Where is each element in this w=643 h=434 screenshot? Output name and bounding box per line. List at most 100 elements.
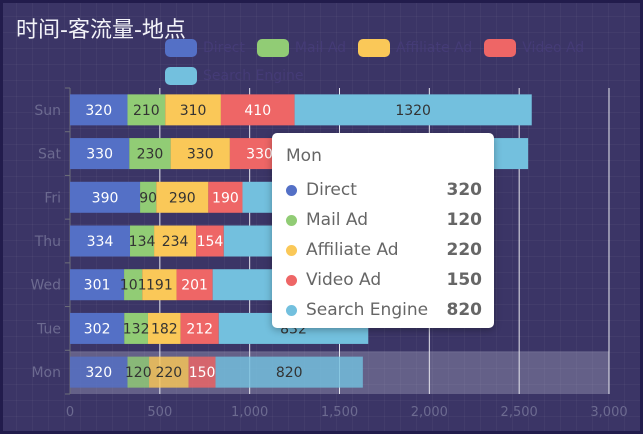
bar-video-ad: [220, 94, 295, 126]
bar-mail-ad: [140, 181, 157, 213]
bar-mail-ad: [130, 225, 155, 257]
tooltip-series-name: Affiliate Ad: [306, 240, 399, 260]
bar-mail-ad: [129, 138, 171, 170]
bar-value-label: 150: [189, 365, 216, 381]
x-tick-label: 500: [147, 405, 172, 420]
bar-search-engine: [215, 356, 363, 388]
x-tick-label: 1,000: [231, 405, 268, 420]
bar-value-label: 201: [181, 278, 208, 294]
bar-direct: [70, 356, 128, 388]
tooltip-dot-affiliate-ad: [286, 244, 297, 256]
bar-value-label: 390: [92, 190, 119, 206]
bar-direct: [70, 181, 141, 213]
bar-value-label: 191: [146, 278, 173, 294]
bar-value-label: 154: [197, 234, 224, 250]
legend-item-direct[interactable]: Direct: [165, 38, 245, 58]
bar-value-label: 190: [212, 190, 239, 206]
bar-value-label: 301: [84, 278, 111, 294]
tooltip-series-value: 150: [446, 270, 483, 290]
legend: Direct Mail Ad Affiliate Ad Video Ad Sea…: [165, 38, 620, 86]
y-tick-label: Sat: [38, 147, 61, 163]
bar-affiliate-ad: [165, 94, 221, 126]
legend-label-mail-ad: Mail Ad: [294, 40, 347, 56]
bar-video-ad: [196, 225, 224, 257]
bar-value-label: 320: [85, 365, 112, 381]
tooltip-series-name: Search Engine: [306, 300, 429, 320]
bar-value-label: 132: [123, 321, 150, 337]
tooltip-row: Search Engine 820: [286, 295, 482, 325]
tooltip-row: Mail Ad 120: [286, 205, 482, 235]
tooltip-row: Affiliate Ad 220: [286, 235, 482, 265]
bar-value-label: 320: [85, 103, 112, 119]
bar-mail-ad: [127, 94, 166, 126]
tooltip-title: Mon: [286, 146, 322, 166]
bar-value-label: 120: [125, 365, 152, 381]
legend-item-affiliate-ad[interactable]: Affiliate Ad: [358, 38, 472, 58]
legend-item-video-ad[interactable]: Video Ad: [484, 38, 584, 58]
legend-swatch-affiliate-ad: [358, 39, 391, 57]
tooltip-row: Direct 320: [286, 175, 482, 205]
tooltip-row: Video Ad 150: [286, 265, 482, 295]
bar-value-label: 410: [244, 103, 271, 119]
y-tick-label: Thu: [34, 234, 61, 250]
bar-value-label: 101: [120, 278, 147, 294]
bar-direct: [70, 312, 125, 344]
bar-value-label: 182: [151, 321, 178, 337]
bar-value-label: 330: [86, 147, 113, 163]
chart-title: 时间-客流量-地点: [16, 18, 186, 43]
tooltip-series-value: 220: [446, 240, 483, 260]
tooltip-dot-direct: [286, 184, 297, 196]
bar-affiliate-ad: [170, 138, 230, 170]
bar-value-label: 134: [129, 234, 156, 250]
bar-affiliate-ad: [142, 269, 177, 301]
bar-value-label: 90: [139, 190, 157, 206]
bar-direct: [70, 94, 128, 126]
tooltip-series-name: Mail Ad: [306, 210, 369, 230]
bar-affiliate-ad: [154, 225, 197, 257]
bar-value-label: 302: [84, 321, 111, 337]
bar-affiliate-ad: [156, 181, 209, 213]
y-tick-label: Sun: [34, 103, 61, 119]
legend-swatch-direct: [165, 39, 197, 57]
legend-item-mail-ad[interactable]: Mail Ad: [256, 38, 347, 58]
bar-value-label: 334: [87, 234, 114, 250]
bar-mail-ad: [124, 312, 148, 344]
y-tick-label: Mon: [31, 365, 61, 381]
x-tick-label: 0: [66, 405, 74, 420]
tooltip: Mon Direct 320 Mail Ad 120 Affiliate Ad …: [272, 133, 494, 328]
y-tick-label: Fri: [44, 190, 61, 206]
legend-label-direct: Direct: [203, 40, 245, 56]
bar-value-label: 290: [169, 190, 196, 206]
bar-mail-ad: [124, 269, 143, 301]
bar-video-ad: [176, 269, 213, 301]
bar-value-label: 310: [180, 103, 207, 119]
tooltip-series-name: Video Ad: [306, 270, 382, 290]
bar-video-ad: [180, 312, 219, 344]
bar-mail-ad: [127, 356, 150, 388]
bar-value-label: 212: [186, 321, 213, 337]
legend-label-affiliate-ad: Affiliate Ad: [396, 40, 473, 56]
tooltip-series-name: Direct: [306, 180, 357, 200]
legend-label-video-ad: Video Ad: [522, 40, 585, 56]
x-tick-label: 1,500: [321, 405, 358, 420]
bar-direct: [70, 269, 125, 301]
bar-value-label: 330: [187, 147, 214, 163]
bar-value-label: 330: [246, 147, 273, 163]
bar-value-label: 230: [137, 147, 164, 163]
legend-item-search-engine[interactable]: Search Engine: [165, 66, 304, 86]
bar-value-label: 234: [162, 234, 189, 250]
tooltip-series-value: 320: [446, 180, 483, 200]
bar-video-ad: [208, 181, 243, 213]
bar-search-engine: [294, 94, 532, 126]
bar-direct: [70, 225, 131, 257]
bar-affiliate-ad: [149, 356, 189, 388]
tooltip-series-value: 120: [446, 210, 483, 230]
y-tick-label: Wed: [30, 278, 61, 294]
tooltip-dot-search-engine: [286, 304, 297, 316]
bar-direct: [70, 138, 130, 170]
bar-value-label: 820: [276, 365, 303, 381]
x-tick-label: 2,000: [411, 405, 448, 420]
bar-value-label: 220: [155, 365, 182, 381]
tooltip-dot-video-ad: [286, 274, 297, 286]
